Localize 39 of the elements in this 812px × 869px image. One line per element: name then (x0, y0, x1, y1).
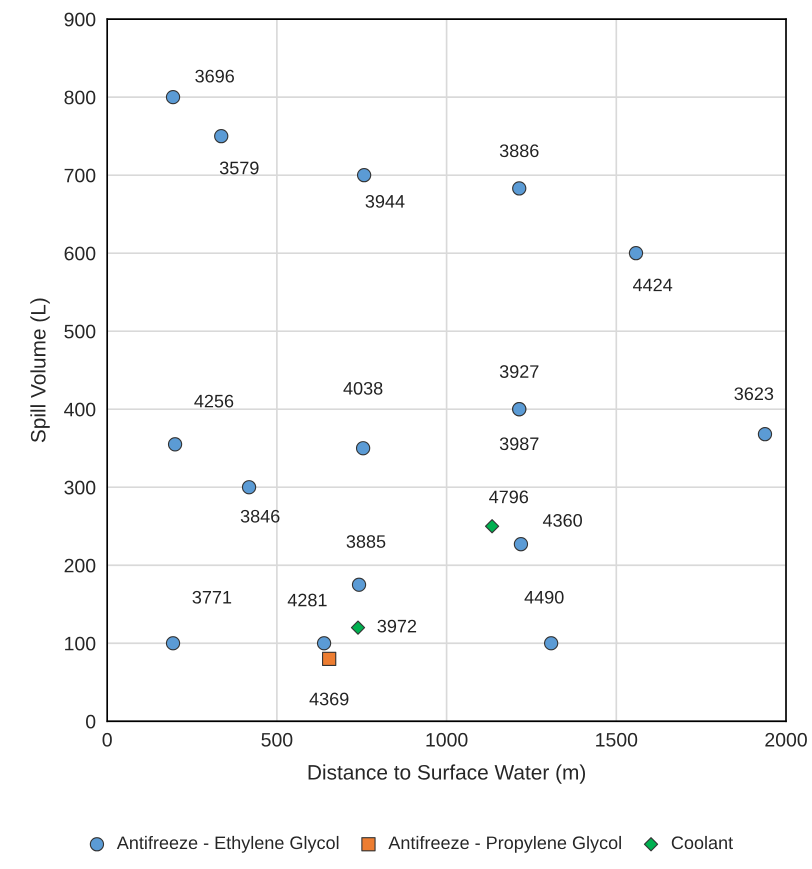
x-axis-title: Distance to Surface Water (m) (308, 764, 586, 784)
annotation: 4281 (288, 594, 327, 606)
y-tick-label: 500 (64, 324, 96, 338)
y-tick-label: 400 (64, 402, 96, 416)
annotation: 3944 (366, 194, 405, 208)
legend-label: Antifreeze - Ethylene Glycol (116, 836, 338, 853)
legend-label: Coolant (672, 836, 733, 850)
annotation: 4490 (524, 590, 564, 604)
annotation: 3579 (220, 162, 259, 174)
annotation: 4424 (632, 278, 672, 292)
y-tick-label: 800 (64, 90, 96, 104)
annotation: 3972 (378, 620, 416, 632)
legend-label: Antifreeze - Propylene Glycol (388, 836, 621, 853)
annotation: 3927 (500, 365, 538, 378)
annotation: 3696 (195, 70, 234, 83)
y-axis-title: Spill Volume (L) (30, 298, 50, 442)
annotation: 3846 (240, 510, 280, 523)
y-tick-label: 300 (64, 480, 96, 494)
x-tick-label: 500 (261, 732, 292, 747)
y-tick-label: 200 (64, 558, 96, 572)
annotation: 3885 (346, 535, 386, 548)
annotation: 4796 (489, 490, 528, 504)
annotation: 4360 (542, 514, 582, 527)
annotation: 3623 (734, 387, 774, 400)
x-tick-label: 2000 (765, 732, 807, 747)
annotation: 4369 (309, 692, 348, 706)
y-tick-label: 600 (64, 246, 96, 260)
annotation: 3771 (192, 590, 232, 604)
y-tick-label: 900 (64, 12, 96, 26)
x-tick-label: 1000 (426, 732, 468, 747)
x-tick-label: 1500 (596, 732, 638, 747)
y-tick-label: 0 (86, 714, 96, 729)
annotation: 4038 (343, 382, 382, 395)
annotation: 3886 (500, 144, 539, 158)
x-tick-label: 0 (102, 732, 112, 747)
annotation: 3987 (500, 437, 538, 450)
y-tick-label: 100 (65, 636, 96, 650)
y-tick-label: 700 (64, 168, 96, 182)
annotation: 4256 (194, 394, 234, 408)
